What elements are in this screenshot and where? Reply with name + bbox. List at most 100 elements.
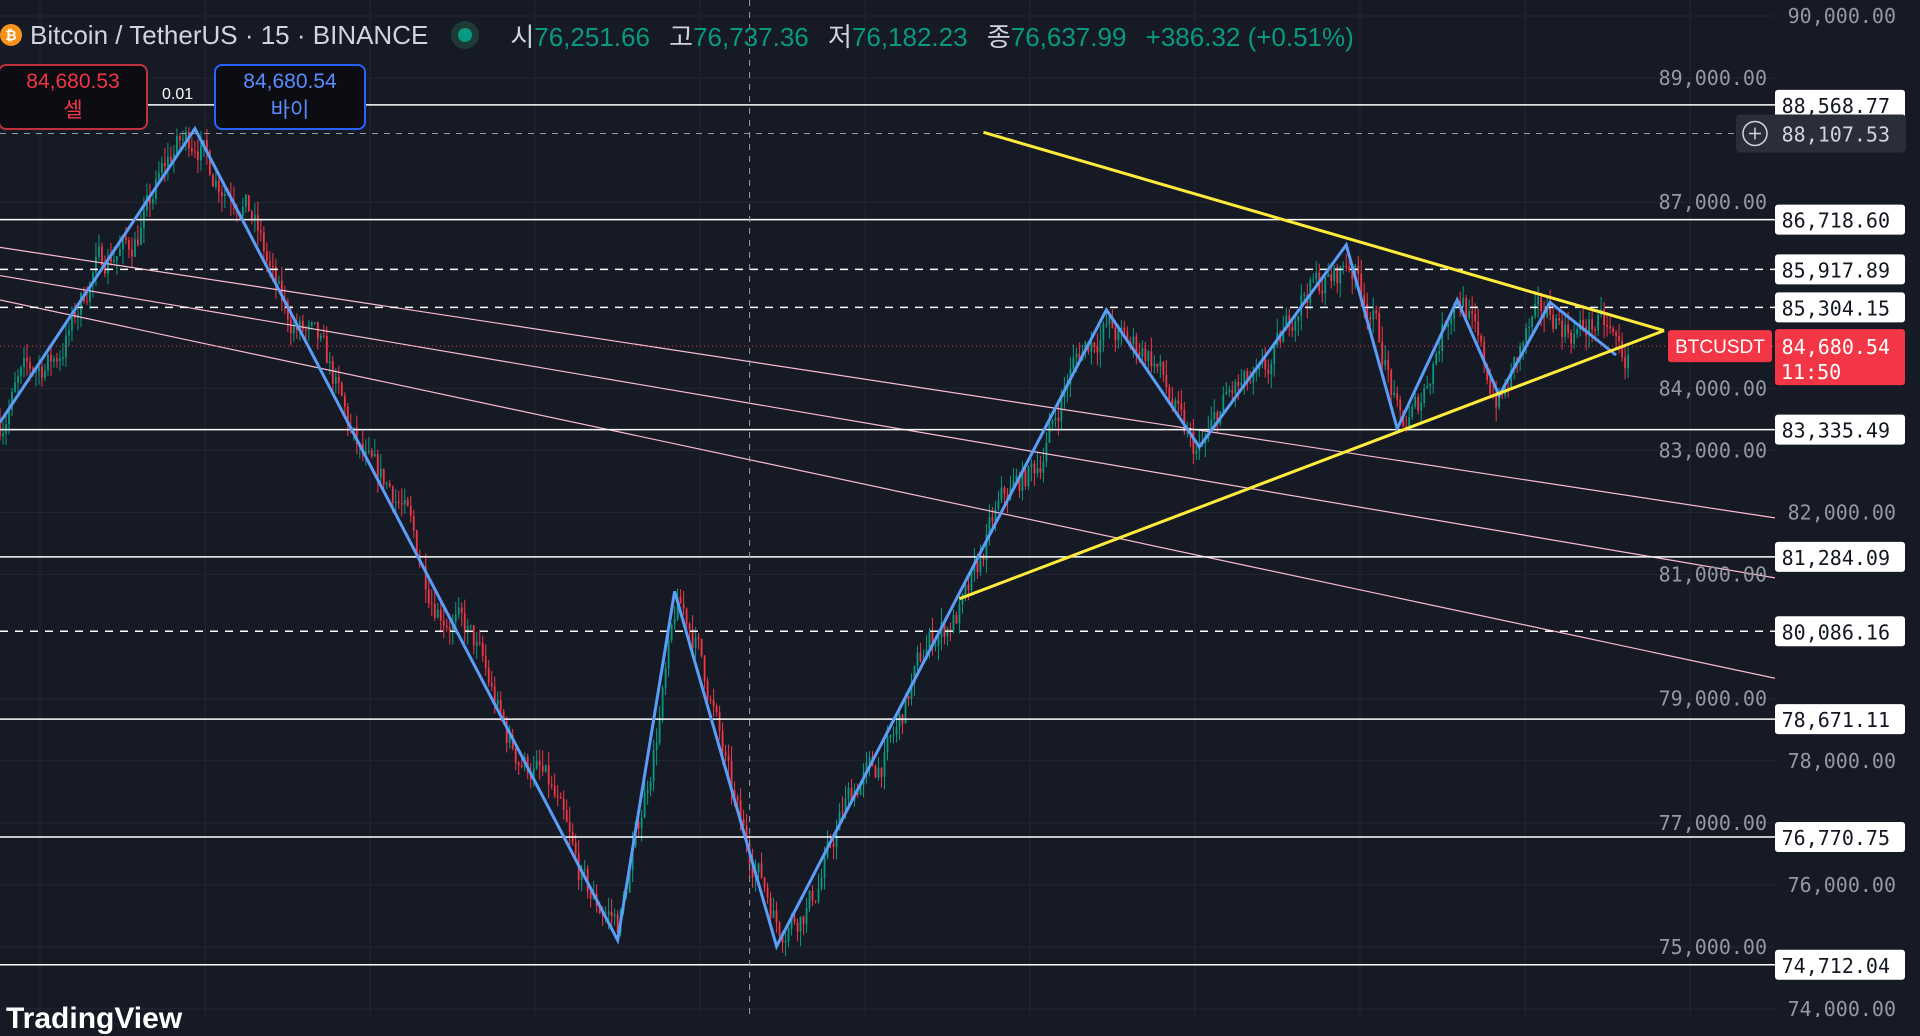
candle-body [1333, 267, 1336, 281]
candle-body [1339, 266, 1342, 284]
candle-body [1375, 310, 1378, 314]
candle-body [850, 787, 853, 801]
candle-body [1465, 297, 1468, 318]
candle-body [436, 609, 439, 618]
candle-body [1264, 359, 1267, 370]
candle-body [631, 845, 634, 871]
candle-body [550, 784, 553, 786]
candle-body [26, 357, 28, 362]
candle-body [190, 148, 193, 152]
candle-body [967, 584, 970, 591]
candle-body [712, 700, 715, 707]
candle-body [805, 908, 808, 924]
candle-body [143, 210, 145, 228]
candle-body [1252, 372, 1255, 383]
symbol-title[interactable]: Bitcoin / TetherUS · 15 · BINANCE [30, 19, 429, 50]
y-tick-label: 74,000.00 [1788, 997, 1896, 1017]
candle-body [583, 868, 586, 870]
candle-body [274, 266, 277, 284]
candle-body [271, 265, 274, 267]
candle-body [742, 819, 745, 826]
plus-circle [1742, 120, 1768, 147]
candle-body [403, 499, 406, 505]
candle-body [1588, 319, 1591, 336]
candle-body [784, 941, 787, 943]
candle-body [736, 796, 739, 801]
candle-body [1297, 315, 1300, 322]
candle-body [1096, 347, 1099, 353]
candle-body [958, 604, 961, 624]
candle-body [1486, 364, 1489, 380]
level-price-tag: 76,770.75 [1782, 826, 1890, 850]
candle-body [1237, 381, 1240, 386]
candle-body [718, 712, 721, 732]
candle-body [907, 696, 910, 700]
candle-body [667, 640, 670, 669]
candle-body [1291, 327, 1294, 331]
level-price-tag-background [1775, 254, 1905, 285]
candle-body [382, 468, 385, 485]
candle-body [517, 762, 520, 766]
sell-button[interactable]: 84,680.53 셀 [0, 64, 148, 130]
candle-body [400, 503, 403, 505]
candle-body [931, 631, 934, 646]
candle-body [703, 655, 706, 682]
y-tick-label: 78,000.00 [1788, 749, 1896, 773]
candle-body [265, 251, 268, 262]
y-tick-label: 82,000.00 [1788, 501, 1896, 525]
candle-body [457, 607, 460, 615]
candle-body [643, 793, 646, 818]
candle-body [1498, 392, 1501, 408]
candle-body [1162, 361, 1165, 375]
candle-body [928, 631, 931, 649]
candle-body [1282, 330, 1285, 343]
level-price-tag-background [1775, 204, 1905, 235]
candle-body [1489, 379, 1492, 394]
candle-body [547, 765, 550, 785]
candle-body [505, 721, 508, 743]
candle-body [916, 652, 919, 666]
candle-body [181, 139, 184, 141]
candle-body [137, 239, 139, 245]
candle-body [1294, 321, 1297, 331]
candle-body [1405, 426, 1408, 428]
candle-body [1429, 383, 1432, 387]
candle-body [913, 665, 916, 684]
candle-body [1453, 303, 1456, 319]
candle-body [766, 887, 769, 898]
candle-body [1078, 354, 1081, 361]
candle-body [1345, 266, 1348, 268]
level-price-tag-background [1775, 414, 1905, 445]
buy-button[interactable]: 84,680.54 바이 [214, 64, 366, 130]
open-value: 76,251.66 [534, 21, 650, 52]
candle-body [1558, 318, 1561, 321]
candle-body [487, 667, 490, 683]
candle-body [1147, 351, 1150, 361]
candle-body [310, 322, 313, 326]
candle-body [1045, 442, 1048, 462]
candle-body [1228, 390, 1231, 392]
candle-body [685, 608, 688, 624]
candle-body [1324, 276, 1327, 294]
candle-body [760, 863, 763, 878]
candle-body [649, 781, 652, 791]
candle-body [1093, 342, 1096, 348]
candle-body [514, 748, 517, 763]
candle-body [29, 361, 31, 369]
add-alert-plus-icon[interactable] [1742, 120, 1768, 147]
candle-body [412, 515, 415, 531]
candle-body [313, 322, 316, 324]
candle-body [1132, 336, 1135, 344]
candle-body [691, 629, 694, 648]
candle-body [1075, 354, 1078, 358]
y-tick-label: 90,000.00 [1788, 4, 1896, 28]
candle-body [655, 742, 658, 750]
candle-body [598, 906, 601, 914]
level-price-tag: 85,917.89 [1782, 258, 1890, 282]
change-value: +386.32 (+0.51%) [1145, 21, 1354, 52]
candle-body [1120, 327, 1123, 331]
candle-body [1021, 470, 1024, 491]
candle-body [1171, 398, 1174, 408]
candle-body [565, 810, 568, 822]
